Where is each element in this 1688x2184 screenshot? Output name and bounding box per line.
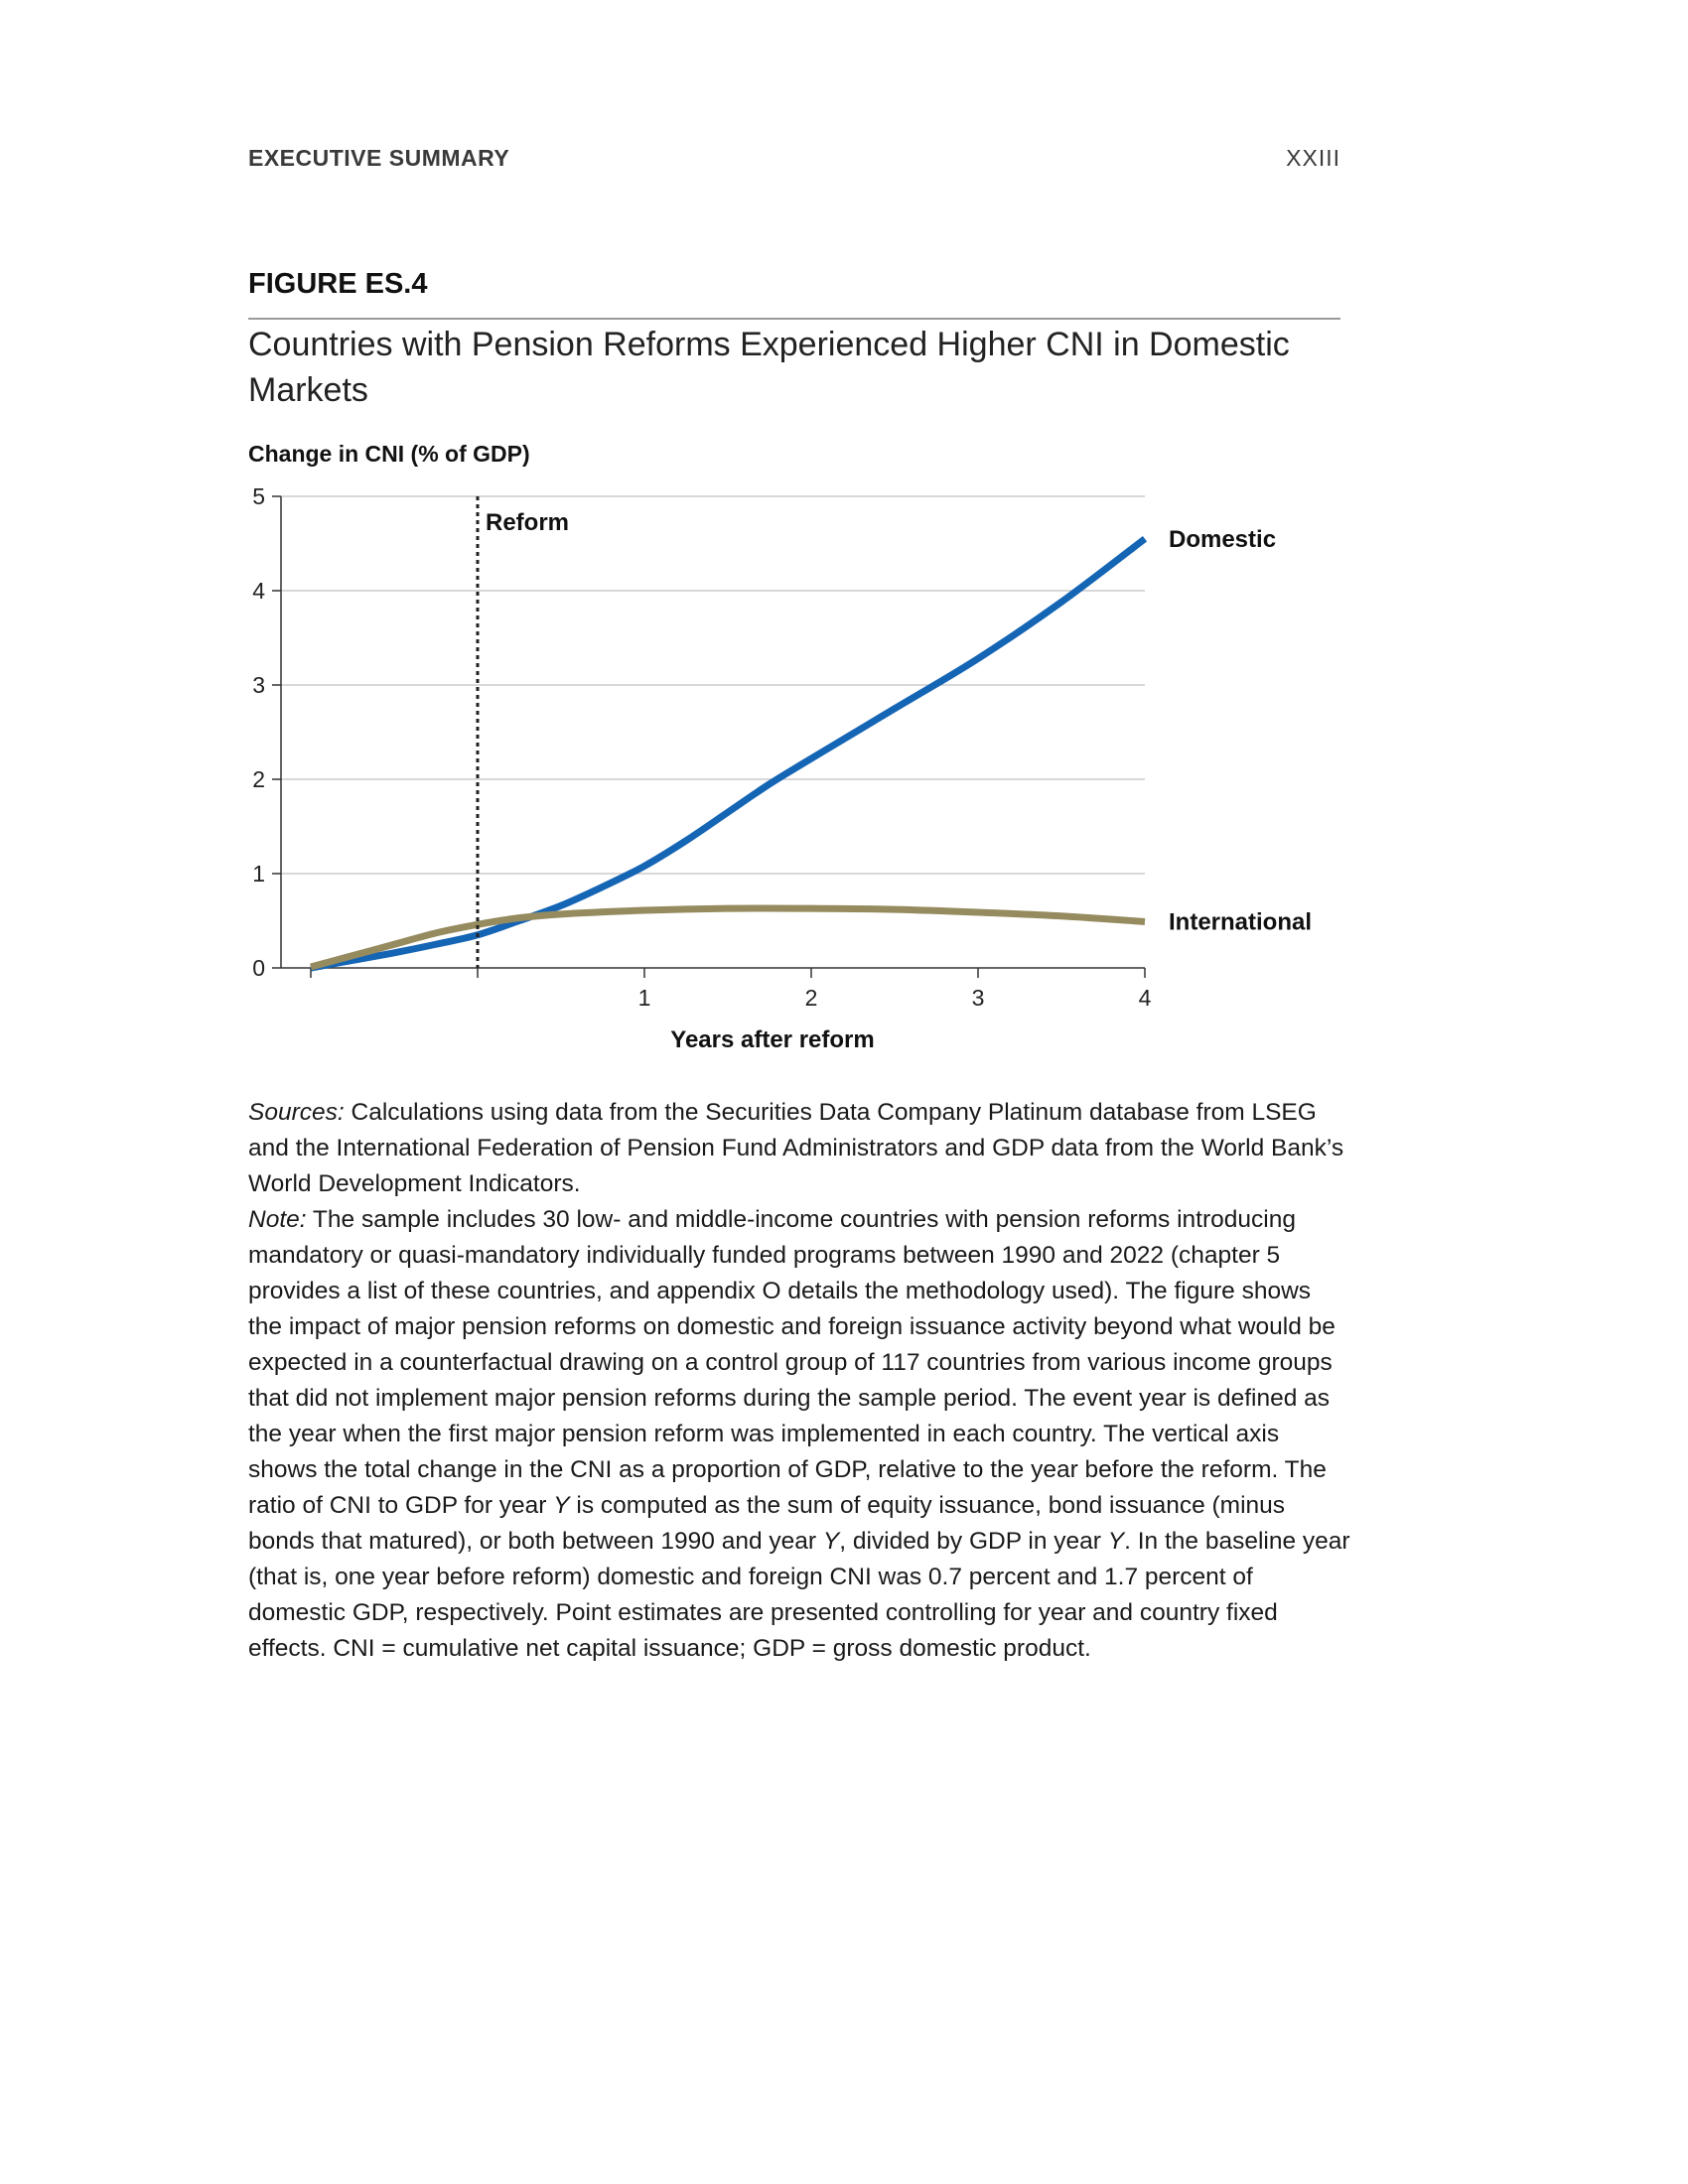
note-var-y-1: Y xyxy=(553,1492,570,1519)
note-paragraph: Note: The sample includes 30 low- and mi… xyxy=(248,1202,1350,1667)
series-label-international: International xyxy=(1169,908,1312,935)
y-axis-title: Change in CNI (% of GDP) xyxy=(248,441,530,467)
x-tick-label-1: 1 xyxy=(638,985,651,1011)
note-var-y-3: Y xyxy=(1107,1528,1125,1555)
y-tick-label-1: 1 xyxy=(252,861,265,887)
y-tick-label-4: 4 xyxy=(252,578,265,604)
figure-rule xyxy=(248,318,1340,320)
running-head-section: EXECUTIVE SUMMARY xyxy=(248,145,510,171)
note-text-1: The sample includes 30 low- and middle-i… xyxy=(248,1206,1336,1519)
line-chart: 0 1 2 3 4 5 1 2 3 4 Years after reform Domestic Int… xyxy=(252,483,1312,1053)
page-number: XXIII xyxy=(1286,145,1340,171)
grid-layer xyxy=(281,495,1145,875)
y-tick-label-5: 5 xyxy=(252,483,265,509)
sources-text: Calculations using data from the Securit… xyxy=(248,1099,1344,1197)
figure-notes: Sources: Calculations using data from th… xyxy=(248,1095,1350,1667)
y-tick-label-0: 0 xyxy=(252,955,265,981)
sources-paragraph: Sources: Calculations using data from th… xyxy=(248,1095,1350,1202)
note-var-y-2: Y xyxy=(822,1528,840,1555)
series-line-international xyxy=(310,904,1146,971)
x-axis-title: Years after reform xyxy=(670,1026,874,1053)
reform-marker-label: Reform xyxy=(486,509,569,536)
y-tick-label-2: 2 xyxy=(252,766,265,792)
series-line-domestic xyxy=(310,535,1148,972)
label-layer: Domestic International Reform xyxy=(476,496,1312,968)
figure-label: FIGURE ES.4 xyxy=(248,268,428,300)
series-label-domestic: Domestic xyxy=(1169,526,1276,553)
note-text-3: , divided by GDP in year xyxy=(839,1528,1108,1555)
note-text-4: . In the baseline year (that is, one yea… xyxy=(248,1528,1350,1662)
y-tick-label-3: 3 xyxy=(252,672,265,698)
note-text-2: is computed as the sum of equity issuanc… xyxy=(248,1492,1286,1555)
running-head: EXECUTIVE SUMMARY XXIII xyxy=(248,145,1340,175)
figure-title: Countries with Pension Reforms Experienc… xyxy=(248,326,1290,409)
axis-layer: 0 1 2 3 4 5 1 2 3 4 Years after reform xyxy=(252,483,1151,1053)
sources-label: Sources: xyxy=(248,1099,345,1126)
x-tick-label-2: 2 xyxy=(805,985,818,1011)
series-layer xyxy=(310,535,1148,972)
x-tick-label-4: 4 xyxy=(1139,985,1152,1011)
note-label: Note: xyxy=(248,1206,307,1233)
x-tick-label-3: 3 xyxy=(972,985,985,1011)
